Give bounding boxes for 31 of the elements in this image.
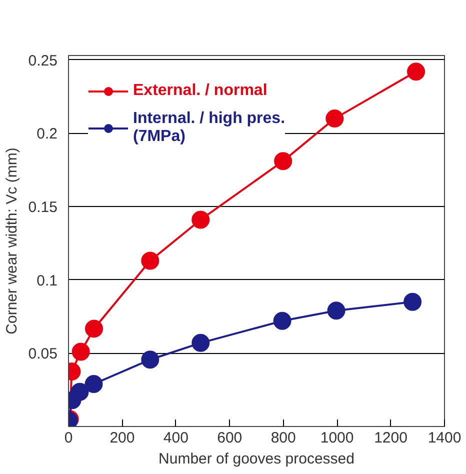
y-tick-label: 0.25 xyxy=(28,52,58,70)
point xyxy=(85,320,104,338)
x-tick-label: 0 xyxy=(64,430,73,446)
y-tick-label: 0.2 xyxy=(36,126,58,143)
point xyxy=(192,210,210,229)
y-tick-label: 0.1 xyxy=(36,272,58,290)
point xyxy=(327,302,346,320)
point xyxy=(141,350,160,369)
x-tick-label: 200 xyxy=(110,430,135,446)
point xyxy=(84,374,103,393)
y-tick-label: 0.05 xyxy=(28,346,58,363)
point xyxy=(72,342,90,361)
x-tick-label: 400 xyxy=(163,430,188,446)
x-tick-label: 1200 xyxy=(374,430,408,446)
x-tick-label: 1000 xyxy=(320,430,354,446)
y-tick-label: 0.15 xyxy=(28,199,58,216)
point xyxy=(407,62,426,81)
x-tick-label: 800 xyxy=(270,430,296,446)
y-axis-title: Corner wear width: Vc (mm) xyxy=(3,148,20,334)
legend-label: Internal. / high pres. (7MPa) xyxy=(133,110,286,146)
legend-label: External. / normal xyxy=(133,82,268,100)
point xyxy=(273,312,292,330)
point xyxy=(404,292,422,311)
point xyxy=(141,252,160,270)
x-tick-label: 1400 xyxy=(428,430,462,446)
x-tick-label: 600 xyxy=(217,430,242,446)
point xyxy=(70,382,89,401)
point xyxy=(326,110,344,128)
point xyxy=(192,334,210,352)
point xyxy=(274,152,292,170)
x-axis-title: Number of gooves processed xyxy=(158,450,354,468)
